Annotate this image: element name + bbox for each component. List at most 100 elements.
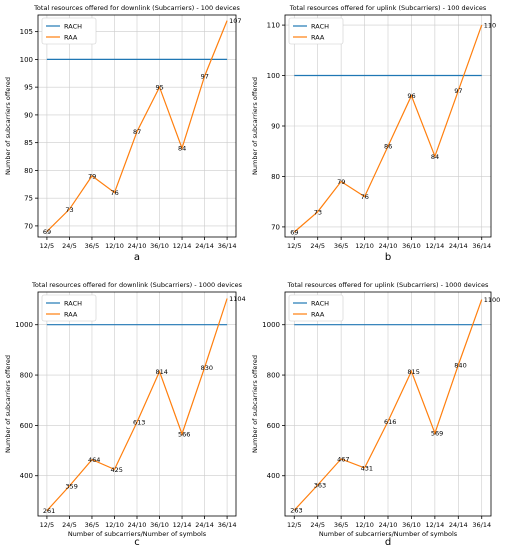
x-tick-label: 24/14 xyxy=(449,521,468,529)
data-label: 359 xyxy=(65,483,77,491)
x-tick-label: 36/14 xyxy=(218,521,237,529)
data-label: 1100 xyxy=(484,296,501,304)
y-axis-label: Number of subcarriers offered xyxy=(251,77,259,175)
y-tick-label: 70 xyxy=(271,223,280,231)
data-label: 616 xyxy=(384,418,396,426)
x-tick-label: 36/5 xyxy=(334,242,349,250)
data-label: 613 xyxy=(133,419,145,427)
y-tick-label: 70 xyxy=(24,222,33,230)
chart-title: Total resources offered for downlink (Su… xyxy=(31,281,243,289)
legend-label-raa: RAA xyxy=(64,311,78,319)
x-tick-label: 24/5 xyxy=(310,521,325,529)
x-axis-label: Number of subcarriers/Number of symbols xyxy=(319,530,458,538)
y-tick-label: 800 xyxy=(20,372,33,380)
data-label: 73 xyxy=(314,208,322,216)
chart-panel-a: 70 75 80 85 90 95 100 105 12/5 24/5 36/5 12/10 24/10… xyxy=(4,4,242,263)
x-tick-label: 36/14 xyxy=(472,242,491,250)
y-tick-label: 105 xyxy=(20,28,33,36)
x-tick-label: 36/10 xyxy=(150,521,169,529)
x-tick-label: 24/14 xyxy=(195,521,214,529)
x-tick-label: 12/10 xyxy=(355,521,374,529)
data-label: 79 xyxy=(337,178,345,186)
data-label: 97 xyxy=(201,73,209,81)
x-tick-label: 36/14 xyxy=(472,521,491,529)
y-tick-label: 100 xyxy=(267,72,280,80)
y-tick-label: 80 xyxy=(271,173,280,181)
data-label: 261 xyxy=(43,507,55,515)
panel-caption: b xyxy=(385,252,391,263)
y-tick-label: 600 xyxy=(267,422,280,430)
y-tick-label: 600 xyxy=(20,422,33,430)
data-label: 814 xyxy=(156,368,168,376)
y-tick-label: 90 xyxy=(24,111,33,119)
data-label: 815 xyxy=(407,368,419,376)
x-tick-label: 12/14 xyxy=(173,242,192,250)
x-tick-label: 24/10 xyxy=(379,521,398,529)
panel-caption: a xyxy=(134,252,140,263)
x-tick-label: 12/5 xyxy=(40,242,55,250)
data-label: 84 xyxy=(178,145,186,153)
x-tick-label: 24/14 xyxy=(449,242,468,250)
panel-caption: c xyxy=(134,537,140,548)
data-label: 431 xyxy=(361,464,373,472)
data-label: 76 xyxy=(361,193,369,201)
panel-caption: d xyxy=(385,537,391,548)
data-label: 425 xyxy=(110,466,122,474)
data-label: 830 xyxy=(201,364,213,372)
legend: RACH RAA xyxy=(41,294,97,322)
x-tick-label: 12/10 xyxy=(355,242,374,250)
chart-title: Total resources offered for uplink (Subc… xyxy=(289,4,487,12)
series-line-raa xyxy=(46,20,228,232)
legend-label-raa: RAA xyxy=(311,34,325,42)
chart-panel-b: 70 80 90 100 110 12/5 24/5 36/5 12/10 24/10 36/10 1… xyxy=(251,4,496,263)
data-label: 84 xyxy=(431,153,439,161)
y-tick-label: 75 xyxy=(24,195,33,203)
data-label: 467 xyxy=(337,455,349,463)
x-tick-label: 24/10 xyxy=(128,521,147,529)
chart-title: Total resources offered for uplink (Subc… xyxy=(287,281,489,289)
data-label: 363 xyxy=(314,482,326,490)
x-tick-label: 36/10 xyxy=(402,242,421,250)
y-tick-label: 110 xyxy=(267,22,280,30)
x-tick-label: 12/14 xyxy=(425,242,444,250)
data-label: 69 xyxy=(43,228,51,236)
data-label: 95 xyxy=(156,84,164,92)
data-label: 107 xyxy=(229,17,241,25)
x-tick-label: 12/14 xyxy=(425,521,444,529)
data-label: 69 xyxy=(290,228,298,236)
data-label: 569 xyxy=(431,430,443,438)
legend: RACH RAA xyxy=(288,17,344,45)
series-line-raa xyxy=(46,298,228,512)
y-tick-label: 800 xyxy=(267,372,280,380)
x-tick-label: 36/10 xyxy=(402,521,421,529)
y-tick-label: 400 xyxy=(267,472,280,480)
y-axis-label: Number of subcarriers offered xyxy=(4,77,12,175)
y-tick-label: 85 xyxy=(24,139,33,147)
data-label: 464 xyxy=(88,456,100,464)
data-label: 566 xyxy=(178,430,190,438)
legend-label-rach: RACH xyxy=(311,23,329,31)
y-tick-label: 100 xyxy=(20,56,33,64)
y-tick-label: 80 xyxy=(24,167,33,175)
y-tick-label: 400 xyxy=(20,472,33,480)
data-label: 86 xyxy=(384,143,392,151)
legend-label-raa: RAA xyxy=(311,311,325,319)
x-tick-label: 12/5 xyxy=(287,521,302,529)
x-tick-label: 24/5 xyxy=(62,242,77,250)
legend: RACH RAA xyxy=(41,17,97,45)
y-tick-label: 1000 xyxy=(262,321,280,329)
x-tick-label: 12/5 xyxy=(287,242,302,250)
x-tick-label: 36/14 xyxy=(218,242,237,250)
x-tick-label: 12/10 xyxy=(105,521,124,529)
y-axis-label: Number of subcarriers offered xyxy=(251,355,259,453)
x-tick-label: 36/5 xyxy=(334,521,349,529)
legend: RACH RAA xyxy=(288,294,344,322)
data-label: 840 xyxy=(454,361,466,369)
chart-title: Total resources offered for downlink (Su… xyxy=(33,4,240,12)
data-label: 96 xyxy=(407,92,415,100)
chart-panel-c: 400 600 800 1000 12/5 24/5 36/5 12/10 24/10 36/10… xyxy=(4,281,246,548)
x-tick-label: 12/5 xyxy=(40,521,55,529)
series-line-raa xyxy=(293,299,483,511)
x-tick-label: 36/5 xyxy=(85,521,100,529)
